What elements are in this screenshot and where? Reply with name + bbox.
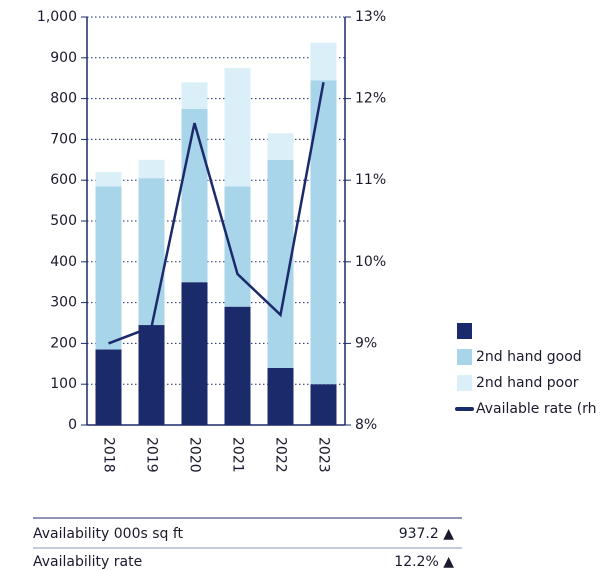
y-tick-label: 300: [50, 295, 77, 311]
bar-segment: [181, 282, 208, 425]
bar-segment: [138, 178, 165, 326]
bar-segment: [267, 367, 294, 425]
bar-segment: [95, 186, 122, 350]
x-tick-label: 2019: [144, 437, 160, 473]
y-tick-label: 0: [68, 417, 77, 433]
y-tick-label: 900: [50, 50, 77, 66]
bar-segment: [310, 384, 337, 425]
y2-tick-label: 10%: [355, 254, 386, 270]
x-tick-label: 2022: [273, 437, 289, 473]
y-tick-label: 700: [50, 131, 77, 147]
table-cell: Availability rate: [33, 554, 142, 570]
bar-segment: [95, 349, 122, 425]
y-tick-label: 500: [50, 213, 77, 229]
y-tick-label: 400: [50, 254, 77, 270]
x-tick-label: 2021: [230, 437, 246, 473]
bar-segment: [181, 82, 208, 109]
bar-segment: [138, 159, 165, 179]
table-cell: 937.2 ▲: [399, 526, 455, 542]
bar-segment: [138, 325, 165, 425]
y-tick-label: 800: [50, 91, 77, 107]
legend-label: 2nd hand good: [476, 349, 582, 365]
bar-segment: [181, 108, 208, 283]
y2-tick-label: 12%: [355, 91, 386, 107]
x-tick-label: 2020: [187, 437, 203, 473]
table-cell: 12.2% ▲: [394, 554, 454, 570]
y-tick-label: 1,000: [37, 9, 77, 25]
y-tick-label: 200: [50, 335, 77, 351]
bar-segment: [310, 42, 337, 81]
y2-tick-label: 11%: [355, 172, 386, 188]
y2-tick-label: 8%: [355, 417, 377, 433]
x-tick-label: 2023: [316, 437, 332, 473]
legend-swatch: [457, 323, 472, 339]
legend-label: 2nd hand poor: [476, 375, 579, 391]
legend-label: Available rate (rh: [476, 401, 597, 417]
line-series: [108, 82, 325, 345]
x-tick-label: 2018: [101, 437, 117, 473]
bar-segment: [224, 68, 251, 187]
bar-segment: [267, 133, 294, 160]
bar-segment: [95, 172, 122, 187]
y-tick-label: 600: [50, 172, 77, 188]
bar-segment: [224, 306, 251, 425]
legend-swatch: [457, 375, 472, 391]
y2-tick-label: 13%: [355, 9, 386, 25]
legend-swatch: [457, 349, 472, 365]
y-tick-label: 100: [50, 376, 77, 392]
y2-tick-label: 9%: [355, 335, 377, 351]
table-cell: Availability 000s sq ft: [33, 526, 184, 542]
